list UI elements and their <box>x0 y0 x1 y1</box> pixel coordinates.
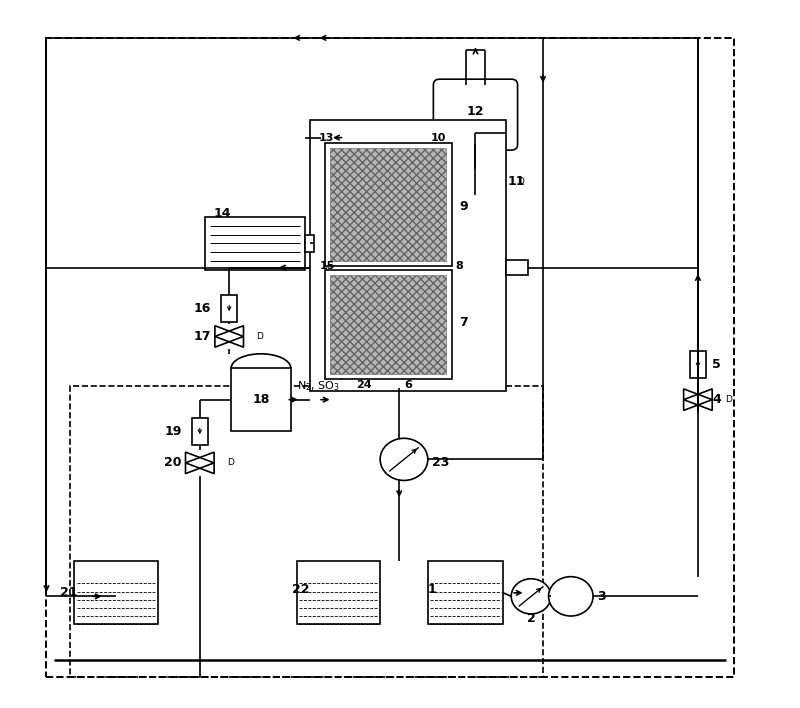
Text: 13: 13 <box>318 132 334 142</box>
Text: 16: 16 <box>194 302 211 315</box>
FancyBboxPatch shape <box>434 79 518 150</box>
Text: 5: 5 <box>712 358 721 371</box>
Text: 21: 21 <box>60 586 78 600</box>
Bar <box>222 295 237 321</box>
Circle shape <box>511 578 551 614</box>
Text: 7: 7 <box>459 316 468 329</box>
Text: 14: 14 <box>214 207 231 220</box>
Bar <box>690 351 706 378</box>
Text: 4: 4 <box>712 393 721 406</box>
Text: 6: 6 <box>404 380 412 390</box>
Bar <box>297 561 380 624</box>
Text: 2: 2 <box>526 612 535 625</box>
Circle shape <box>380 438 428 481</box>
Bar <box>305 234 314 252</box>
Text: 12: 12 <box>466 105 484 118</box>
Bar <box>206 217 305 270</box>
Text: D: D <box>227 458 234 467</box>
Bar <box>192 418 208 445</box>
Circle shape <box>549 577 593 616</box>
Text: 9: 9 <box>459 200 468 213</box>
Text: 3: 3 <box>597 590 606 603</box>
Bar <box>330 275 446 374</box>
Bar <box>46 38 734 677</box>
Text: D: D <box>256 332 263 341</box>
Text: 1: 1 <box>427 583 436 596</box>
Text: D: D <box>725 395 732 404</box>
Text: 19: 19 <box>164 425 182 438</box>
Bar <box>330 148 446 261</box>
Bar <box>506 260 528 275</box>
Text: 15: 15 <box>319 261 334 271</box>
Text: 18: 18 <box>252 393 270 406</box>
Text: N$_2$, SO$_3$: N$_2$, SO$_3$ <box>297 379 340 392</box>
Bar <box>231 368 290 431</box>
Text: 8: 8 <box>456 261 463 271</box>
Text: D: D <box>517 178 524 186</box>
Text: 20: 20 <box>164 457 182 469</box>
Bar <box>325 143 452 266</box>
Bar <box>70 386 543 677</box>
Bar <box>325 270 452 379</box>
Text: 17: 17 <box>194 330 211 343</box>
Text: 11: 11 <box>507 176 525 188</box>
Text: 22: 22 <box>292 583 310 596</box>
Bar <box>428 561 503 624</box>
Bar <box>310 120 506 392</box>
Text: 24: 24 <box>357 380 372 390</box>
Text: 23: 23 <box>432 457 449 469</box>
Bar <box>74 561 158 624</box>
Text: 10: 10 <box>430 132 446 142</box>
